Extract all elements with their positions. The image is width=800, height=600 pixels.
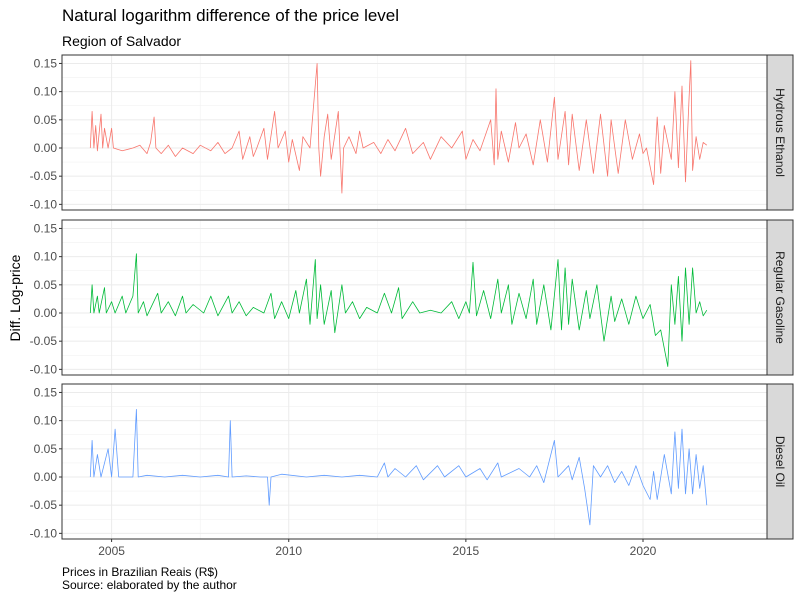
panel-border: [61, 54, 768, 211]
x-tick-label: 2005: [98, 544, 125, 558]
y-tick-label: -0.05: [30, 334, 58, 348]
chart-caption: Prices in Brazilian Reais (R$) Source: e…: [62, 566, 237, 592]
y-tick-label: 0.00: [34, 306, 58, 320]
facet-strip: [766, 54, 794, 211]
y-tick-label: 0.05: [34, 442, 58, 456]
y-tick-label: 0.10: [34, 85, 58, 99]
series-line: [89, 409, 708, 526]
x-tick-label: 2015: [453, 544, 480, 558]
x-tick-label: 2010: [275, 544, 302, 558]
y-tick-label: -0.05: [30, 169, 58, 183]
y-tick-label: 0.10: [34, 250, 58, 264]
y-tick-label: 0.15: [34, 56, 58, 70]
facet-panel: 0.15 0.10 0.05 0.00 -0.05 -0.10 Diesel Oil 2005…: [30, 383, 794, 558]
facet-panel: 0.15 0.10 0.05 0.00 -0.05 -0.10 Hydrous Ethano…: [30, 54, 794, 211]
y-tick-label: 0.10: [34, 414, 58, 428]
y-tick-label: 0.15: [34, 385, 58, 399]
y-axis-label: Diff. Log-price: [7, 254, 23, 341]
facet-strip: [766, 383, 794, 540]
series-line: [89, 253, 708, 367]
panel-border: [61, 383, 768, 540]
series-line: [89, 60, 708, 194]
y-tick-label: 0.05: [34, 113, 58, 127]
y-tick-label: -0.10: [30, 197, 58, 211]
y-tick-label: 0.00: [34, 470, 58, 484]
x-tick-label: 2020: [630, 544, 657, 558]
facet-panel: 0.15 0.10 0.05 0.00 -0.05 -0.10 Regular Gasoli…: [30, 219, 794, 376]
y-tick-label: -0.10: [30, 362, 58, 376]
facet-strip-label: Hydrous Ethanol: [773, 88, 787, 177]
y-tick-label: -0.10: [30, 526, 58, 540]
facet-strip-label: Regular Gasoline: [773, 251, 787, 344]
y-tick-label: 0.05: [34, 278, 58, 292]
y-tick-label: 0.15: [34, 221, 58, 235]
caption-units: Prices in Brazilian Reais (R$): [62, 565, 219, 579]
panel-border: [61, 219, 768, 376]
y-tick-label: 0.00: [34, 141, 58, 155]
facet-strip-label: Diesel Oil: [773, 436, 787, 487]
caption-source: Source: elaborated by the author: [62, 578, 237, 592]
y-tick-label: -0.05: [30, 498, 58, 512]
chart-subtitle: Region of Salvador: [62, 33, 182, 49]
chart-title: Natural logarithm difference of the pric…: [62, 6, 400, 25]
facet-strip: [766, 219, 794, 376]
